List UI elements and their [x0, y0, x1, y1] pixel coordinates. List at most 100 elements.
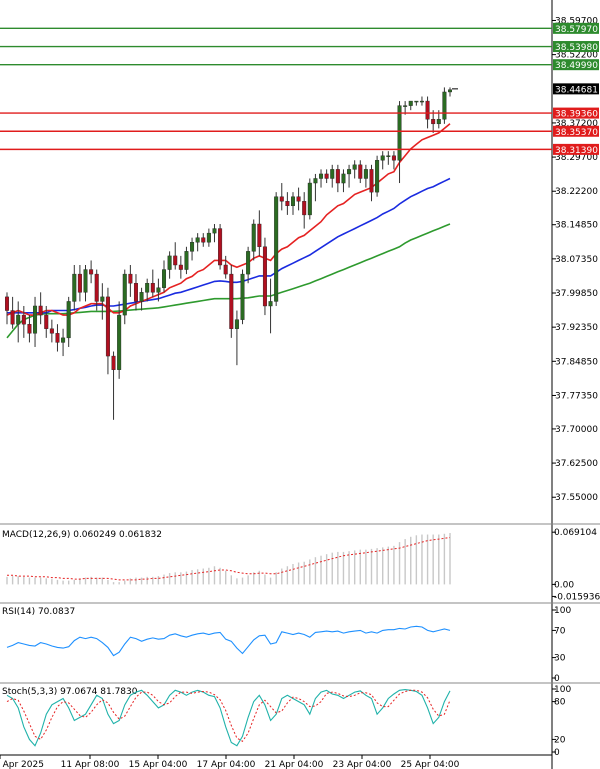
- candle-body: [234, 319, 239, 329]
- candle-body: [201, 237, 206, 243]
- candle-body: [229, 273, 234, 329]
- candle-body: [223, 264, 228, 275]
- x-tick-label: 25 Apr 04:00: [401, 760, 460, 769]
- stoch-label: Stoch(5,3,3) 97.0674 81.7830: [2, 687, 138, 697]
- price-tick-label: 38.14850: [555, 221, 598, 231]
- candle-body: [268, 301, 273, 307]
- candle-body: [122, 273, 127, 316]
- green-level-1-label: 38.57970: [555, 25, 598, 35]
- candle-body: [145, 283, 150, 293]
- candle-body: [358, 164, 363, 179]
- candle-body: [285, 201, 290, 207]
- red-level-2-label: 38.35370: [555, 128, 598, 138]
- candle-body: [178, 264, 183, 270]
- green-level-2-label-bg: [553, 41, 599, 53]
- macd-signal-line: [7, 537, 451, 581]
- price-tick-label: 38.22200: [555, 187, 598, 197]
- rsi-panel[interactable]: RSI(14) 70.0837 100 70 30 0: [0, 606, 600, 684]
- price-tick-label: 37.55000: [555, 493, 598, 503]
- macd-label: MACD(12,26,9) 0.060249 0.061832: [2, 530, 162, 540]
- candle-body: [386, 155, 391, 157]
- ma-green-line: [6, 223, 451, 339]
- candle-body: [347, 169, 352, 175]
- candle-body: [330, 169, 335, 179]
- candle-body: [448, 89, 453, 93]
- candle-body: [246, 251, 251, 275]
- candle-body: [16, 314, 21, 325]
- candle-body: [279, 196, 284, 202]
- candle-body: [111, 355, 116, 370]
- price-tick-label: 37.84850: [555, 357, 598, 367]
- candle-body: [38, 305, 43, 316]
- candle-body: [419, 100, 424, 103]
- candle-body: [408, 100, 413, 106]
- candle-body: [442, 91, 447, 120]
- price-tick-label: 37.77350: [555, 391, 598, 401]
- candle-body: [128, 273, 133, 284]
- green-level-2-label: 38.53980: [555, 43, 598, 53]
- candle-body: [403, 105, 408, 107]
- candle-body: [363, 169, 368, 179]
- stoch-tick-label: 20: [554, 735, 566, 745]
- candle-body: [257, 223, 262, 247]
- price-tick-label: 38.07350: [555, 255, 598, 265]
- candle-body: [414, 100, 419, 103]
- candle-body: [4, 296, 9, 311]
- candle-body: [218, 228, 223, 266]
- candle-body: [431, 119, 436, 125]
- candle-body: [150, 283, 155, 293]
- candle-body: [66, 301, 71, 339]
- candle-body: [352, 164, 357, 170]
- rsi-line: [6, 625, 451, 657]
- candle-body: [100, 296, 105, 302]
- rsi-label: RSI(14) 70.0837: [2, 607, 75, 617]
- stoch-k-line: [6, 689, 451, 747]
- stoch-tick-label: 0: [554, 748, 560, 758]
- price-tick-label: 37.70000: [555, 425, 598, 435]
- candle-body: [72, 273, 77, 302]
- candle-body: [195, 237, 200, 243]
- candle-body: [105, 296, 110, 357]
- candle-body: [251, 223, 256, 252]
- candle-body: [94, 273, 99, 302]
- rsi-tick-label: 70: [554, 626, 566, 636]
- candle-body: [89, 269, 94, 275]
- candle-body: [156, 287, 161, 293]
- candle-body: [44, 314, 49, 329]
- x-tick-label: 21 Apr 04:00: [265, 760, 324, 769]
- macd-tick-label: 0.00: [554, 580, 574, 590]
- price-tick-label: 37.99850: [555, 289, 598, 299]
- current-price-label: 38.44681: [555, 85, 598, 95]
- candle-body: [313, 178, 318, 184]
- candle-body: [369, 169, 374, 193]
- candle-body: [184, 251, 189, 270]
- price-tick-label: 37.62500: [555, 459, 598, 469]
- stoch-panel[interactable]: Stoch(5,3,3) 97.0674 81.7830 100 80 20 0: [2, 685, 571, 758]
- candle-body: [324, 173, 329, 179]
- stoch-tick-label: 100: [554, 685, 571, 695]
- candle-body: [274, 196, 279, 302]
- green-level-3-label: 38.49990: [555, 61, 598, 71]
- stoch-d-line: [6, 689, 451, 742]
- candle-body: [190, 242, 195, 252]
- candle-body: [27, 323, 32, 334]
- green-level-1-label-bg: [553, 22, 599, 34]
- red-level-1-label: 38.39360: [555, 110, 598, 120]
- current-price-label-bg: [553, 83, 599, 95]
- candle-body: [296, 196, 301, 202]
- candle-body: [55, 333, 60, 343]
- candle-body: [307, 182, 312, 216]
- macd-tick-label: 0.069104: [554, 528, 597, 538]
- candle-body: [10, 310, 15, 325]
- red-level-3-label: 38.31390: [555, 146, 598, 156]
- price-tick-label: 38.37200: [555, 119, 598, 129]
- macd-panel[interactable]: MACD(12,26,9) 0.060249 0.061832 0.069104…: [0, 528, 600, 604]
- x-tick-label: 17 Apr 04:00: [197, 760, 256, 769]
- candle-body: [262, 246, 267, 307]
- x-tick-label: 11 Apr 08:00: [61, 760, 120, 769]
- candle-body: [133, 283, 138, 302]
- candle-body: [319, 173, 324, 179]
- candle-body: [167, 255, 172, 270]
